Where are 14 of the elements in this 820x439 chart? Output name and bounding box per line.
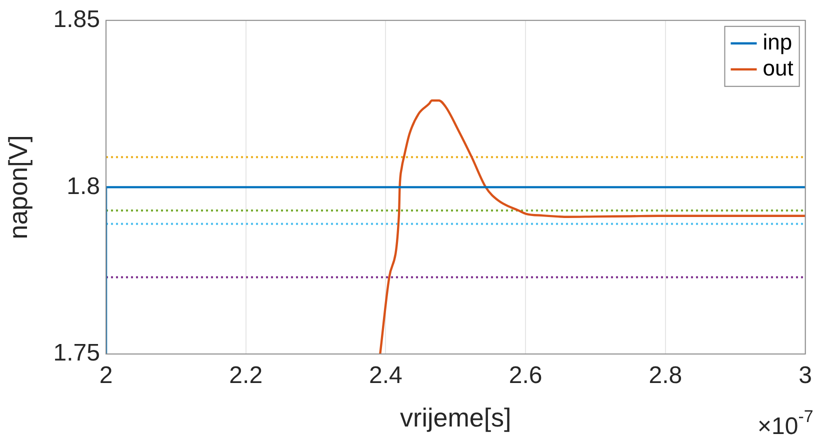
legend-label: inp [762,29,792,54]
y-tick-label: 1.85 [53,6,100,34]
x-tick-label: 2.2 [229,362,263,390]
x-axis-title: vrijeme[s] [400,402,512,433]
x-tick-label: 2 [99,362,113,390]
x-tick-label: 3 [798,362,812,390]
x-tick-label: 2.6 [508,362,542,390]
y-axis-title: napon[V] [2,135,33,240]
x-tick-label: 2.4 [369,362,402,390]
y-tick-label: 1.75 [53,340,100,367]
y-tick-label: 1.8 [66,172,100,200]
legend-label: out [762,55,794,80]
x-tick-label: 2.8 [648,362,682,390]
line-series [379,99,806,354]
